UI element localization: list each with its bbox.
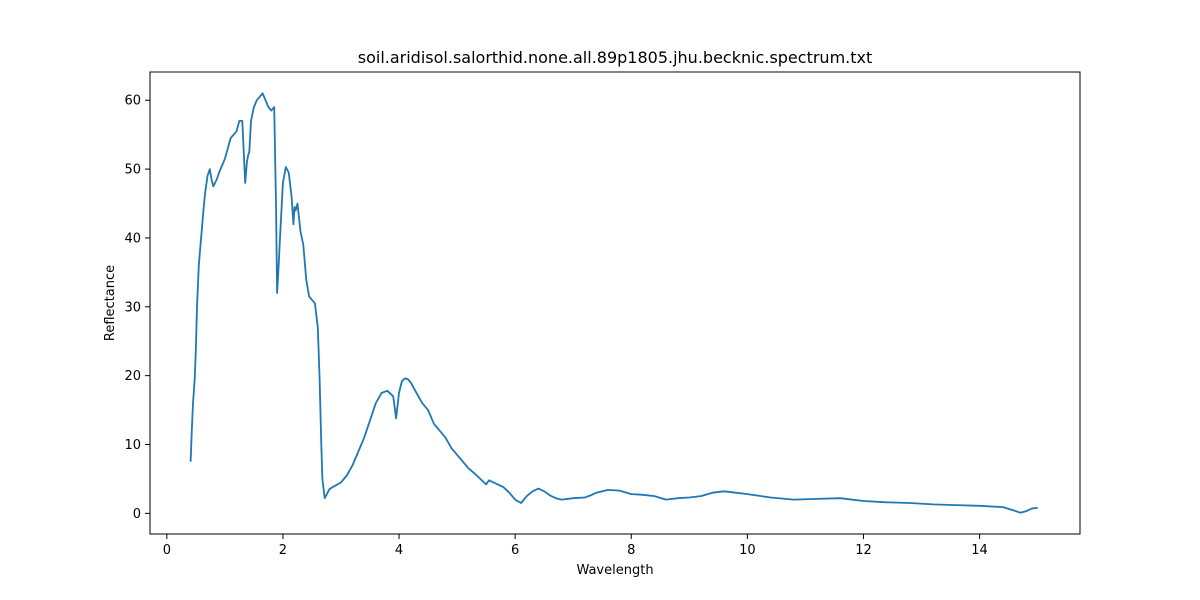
plot-frame: [149, 71, 1081, 535]
series-layer: [189, 92, 1038, 514]
chart-title: soil.aridisol.salorthid.none.all.89p1805…: [358, 48, 873, 67]
x-tick-label: 8: [627, 543, 635, 558]
x-tick-label: 6: [511, 543, 519, 558]
y-axis-ticks: 0 10 20 30 40 50 60: [124, 94, 150, 522]
y-tick-label: 20: [124, 369, 141, 384]
x-tick-label: 0: [163, 543, 171, 558]
x-tick-label: 12: [855, 543, 872, 558]
y-tick-label: 40: [124, 231, 141, 246]
y-tick-label: 10: [124, 438, 141, 453]
plot-area: [150, 72, 1080, 534]
y-tick-label: 30: [124, 300, 141, 315]
x-tick-label: 14: [971, 543, 988, 558]
series-line-0: [189, 92, 1038, 514]
y-axis-label: Reflectance: [103, 265, 118, 341]
y-tick-label: 60: [124, 94, 141, 109]
x-axis-label: Wavelength: [576, 563, 653, 578]
y-tick-label: 0: [133, 507, 141, 522]
y-tick-label: 50: [124, 163, 141, 178]
x-tick-label: 2: [279, 543, 287, 558]
x-tick-label: 4: [395, 543, 403, 558]
x-tick-label: 10: [739, 543, 756, 558]
x-axis-ticks: 0 2 4 6 8 10 12 14: [163, 534, 988, 558]
